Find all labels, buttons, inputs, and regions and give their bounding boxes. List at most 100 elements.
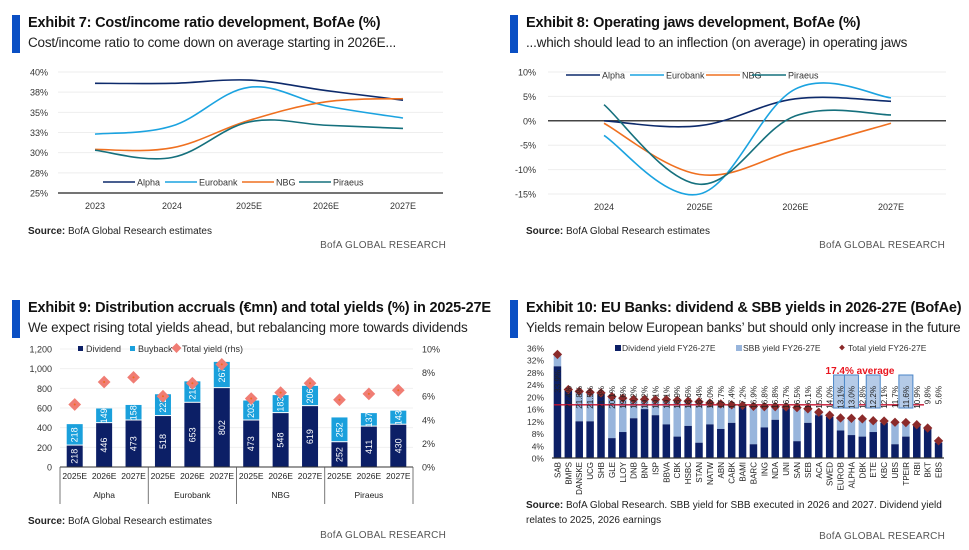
- bar-buyback: [213, 361, 230, 388]
- total-yield-marker-dot: [250, 397, 253, 400]
- highlight-box: [898, 374, 914, 409]
- x-tick-label: RBI: [913, 462, 922, 475]
- bar-dividend: [184, 402, 201, 467]
- x-tick-label: TPEIR: [902, 462, 911, 486]
- legend-label: Piraeus: [788, 71, 819, 81]
- total-yield-label: 16.8%: [771, 386, 780, 409]
- group-label: Eurobank: [174, 490, 211, 500]
- bar-label-dividend: 473: [246, 436, 256, 451]
- bar-dividend: [934, 442, 943, 458]
- y-tick-label: 0%: [532, 454, 545, 464]
- total-yield-marker: [933, 436, 944, 446]
- legend-swatch-dividend: [78, 346, 83, 351]
- y-tick-label: 25%: [30, 189, 48, 199]
- y-tick-label: 0: [47, 463, 52, 473]
- y-tick-label: 800: [37, 384, 52, 394]
- legend-swatch-dividend: [615, 345, 621, 351]
- bar-buyback: [272, 395, 289, 413]
- exhibit-8-chart: -15% -10% -5% 0% 5% 10% 2024 2025E 2026E 2027E Alp…: [515, 68, 946, 212]
- series-line-nbg: [603, 122, 892, 177]
- bar-label-buyback: 267: [217, 367, 227, 382]
- legend-swatch-total-yield: [171, 343, 182, 353]
- bar-label-buyback: 218: [187, 385, 197, 400]
- y-tick-label: 30%: [30, 148, 48, 158]
- bar-buyback: [154, 394, 171, 416]
- total-yield-marker-dot: [161, 395, 164, 398]
- bar-dividend: [619, 432, 627, 458]
- bar-dividend: [727, 422, 736, 458]
- bar-dividend: [213, 388, 230, 467]
- bar-dividend: [608, 438, 616, 458]
- bar-dividend: [651, 415, 660, 458]
- x-tick-label: SAB: [553, 462, 562, 478]
- x-tick-label: 2027E: [390, 201, 416, 211]
- exhibit-9-title: Exhibit 9: Distribution accruals (€mn) a…: [28, 300, 491, 316]
- total-yield-label: 21.3%: [597, 386, 606, 409]
- y-tick-label: 1,200: [29, 345, 52, 355]
- x-tick-label: 2025E: [687, 202, 713, 212]
- exhibit-10-panel: Exhibit 10: EU Banks: dividend & SBB yie…: [498, 285, 969, 550]
- bar-dividend: [869, 432, 877, 458]
- x-tick-label: 2026E: [180, 471, 205, 481]
- bar-sbb: [891, 422, 899, 445]
- exhibit-7-panel: Exhibit 7: Cost/income ratio development…: [0, 0, 470, 265]
- source-label: Source:: [526, 226, 564, 237]
- source-label: Source:: [526, 500, 564, 511]
- exhibit-7-chart: 25% 28% 30% 33% 35% 38% 40% 2023 2024 2025E 2026E 2…: [30, 68, 443, 211]
- bar-dividend: [880, 422, 888, 458]
- bar-dividend: [331, 442, 348, 467]
- total-yield-label: 13.1%: [837, 386, 846, 409]
- bar-label-buyback: 218: [70, 427, 80, 442]
- exhibit-8-source: Source: BofA Global Research estimates: [526, 224, 710, 239]
- bar-dividend: [891, 444, 899, 458]
- legend-label: Eurobank: [666, 71, 705, 81]
- x-tick-label: 2024: [162, 201, 182, 211]
- bar-sbb: [695, 401, 703, 443]
- total-yield-label: 12.2%: [869, 386, 878, 409]
- bar-dividend: [302, 406, 319, 467]
- bar-dividend: [847, 435, 856, 458]
- total-yield-label: 16.9%: [749, 386, 758, 409]
- bar-sbb: [717, 403, 725, 429]
- x-tick-label: LLOY: [619, 461, 628, 482]
- bar-dividend: [553, 366, 562, 458]
- total-yield-label: 18.6%: [684, 386, 693, 409]
- x-tick-label: CBK: [673, 461, 682, 478]
- average-label: 17.4% average: [826, 366, 895, 377]
- bar-label-buyback: 203: [246, 403, 256, 418]
- bar-dividend: [760, 427, 769, 458]
- exhibit-7-source: Source: BofA Global Research estimates: [28, 224, 212, 239]
- bar-sbb: [836, 417, 845, 431]
- x-tick-label: NDA: [771, 461, 780, 479]
- y-tick-label: 4%: [532, 441, 545, 451]
- total-yield-marker: [912, 420, 922, 430]
- total-yield-marker-dot: [367, 392, 370, 395]
- x-tick-label: ING: [760, 462, 769, 476]
- bar-dividend: [629, 418, 638, 458]
- bar-label-dividend: 411: [364, 440, 374, 454]
- bar-label-buyback: 206: [305, 388, 315, 403]
- bar-label-dividend: 518: [158, 434, 168, 449]
- x-tick-label: 2025E: [327, 471, 352, 481]
- total-yield-label: 17.2%: [739, 386, 748, 409]
- total-yield-label: 21.5%: [586, 386, 595, 409]
- x-tick-label: DANSKE: [575, 462, 584, 495]
- bar-sbb: [684, 401, 692, 426]
- y-tick-label: 36%: [527, 344, 544, 354]
- total-yield-label: 9.8%: [924, 386, 933, 404]
- group-label: Piraeus: [354, 490, 383, 500]
- y-tick-label: 24%: [527, 380, 544, 390]
- x-tick-label: 2026E: [313, 201, 339, 211]
- source-text-line2: relates to 2025, 2026 earnings: [526, 515, 662, 526]
- bar-dividend: [575, 421, 583, 458]
- source-text: BofA Global Research estimates: [68, 226, 212, 237]
- bar-dividend: [96, 423, 113, 467]
- y2-tick-label: 2%: [422, 439, 435, 449]
- total-yield-label: 18.9%: [673, 386, 682, 409]
- bar-dividend: [771, 419, 779, 458]
- bar-sbb: [629, 399, 638, 419]
- exhibit-accent-bar: [510, 300, 518, 338]
- bar-dividend: [684, 425, 692, 458]
- highlight-box: [865, 374, 881, 409]
- bar-dividend: [738, 405, 747, 458]
